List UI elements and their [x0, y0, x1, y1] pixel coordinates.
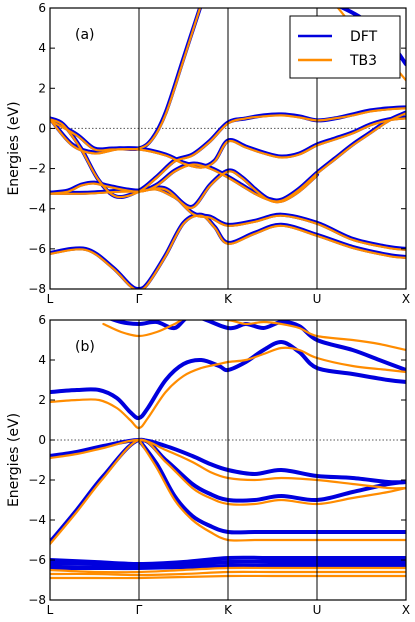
tb3-band-6 — [50, 214, 406, 289]
x-tick-label: U — [313, 603, 322, 617]
y-tick-label: −8 — [28, 282, 46, 296]
y-tick-label: 6 — [38, 313, 46, 327]
y-tick-label: 4 — [38, 353, 46, 367]
dft-band-5 — [137, 185, 406, 251]
tb3-band-2 — [50, 117, 406, 169]
y-tick-label: −4 — [28, 513, 46, 527]
y-axis-label: Energies (eV) — [6, 413, 22, 507]
tb3-band-1 — [102, 320, 406, 352]
x-tick-label: X — [402, 292, 410, 306]
x-tick-label: U — [313, 292, 322, 306]
x-tick-label: K — [224, 292, 233, 306]
legend: DFT TB3 — [289, 15, 401, 79]
dft-band-2 — [50, 438, 406, 485]
y-tick-label: 6 — [38, 1, 46, 15]
x-tick-label: X — [402, 603, 410, 617]
bands — [50, 8, 406, 289]
y-tick-label: −2 — [28, 473, 46, 487]
x-tick-label: L — [47, 292, 54, 306]
legend-label-tb3: TB3 — [349, 53, 377, 69]
dft-band-0 — [50, 340, 406, 421]
y-tick-label: −2 — [28, 162, 46, 176]
tb3-band-3 — [50, 438, 406, 546]
tb3-band-2 — [50, 438, 406, 490]
y-tick-label: −8 — [28, 593, 46, 607]
x-tick-label: K — [224, 603, 233, 617]
tb3-band-3 — [50, 112, 406, 203]
y-tick-label: −6 — [28, 553, 46, 567]
x-tick-label: Γ — [136, 292, 143, 306]
y-tick-label: 0 — [38, 433, 46, 447]
y-tick-label: 2 — [38, 393, 46, 407]
legend-box — [289, 15, 401, 79]
dft-band-4 — [137, 438, 406, 535]
x-tick-label: L — [47, 603, 54, 617]
panel-a: L Γ K U X −8 −6 −4 −2 0 2 4 6 Energies (eV) (a) DFT TB3 — [6, 1, 410, 306]
x-tick-label: Γ — [136, 603, 143, 617]
panel-label: (b) — [75, 339, 95, 355]
tb3-band-0 — [50, 346, 406, 430]
tb3-band-4 — [50, 170, 319, 210]
panel-label: (a) — [75, 27, 95, 43]
panel-b: L Γ K U X −8 −6 −4 −2 0 2 4 6 Energies (eV) (b) — [6, 313, 410, 617]
y-tick-label: 0 — [38, 121, 46, 135]
tb3-band-5 — [137, 187, 406, 251]
tb3-band-4 — [137, 438, 406, 542]
y-axis-label: Energies (eV) — [6, 101, 22, 195]
y-tick-label: 2 — [38, 81, 46, 95]
y-tick-label: 4 — [38, 41, 46, 55]
legend-label-dft: DFT — [350, 29, 378, 45]
y-tick-label: −6 — [28, 242, 46, 256]
y-tick-label: −4 — [28, 202, 46, 216]
dft-band-3 — [50, 437, 406, 544]
